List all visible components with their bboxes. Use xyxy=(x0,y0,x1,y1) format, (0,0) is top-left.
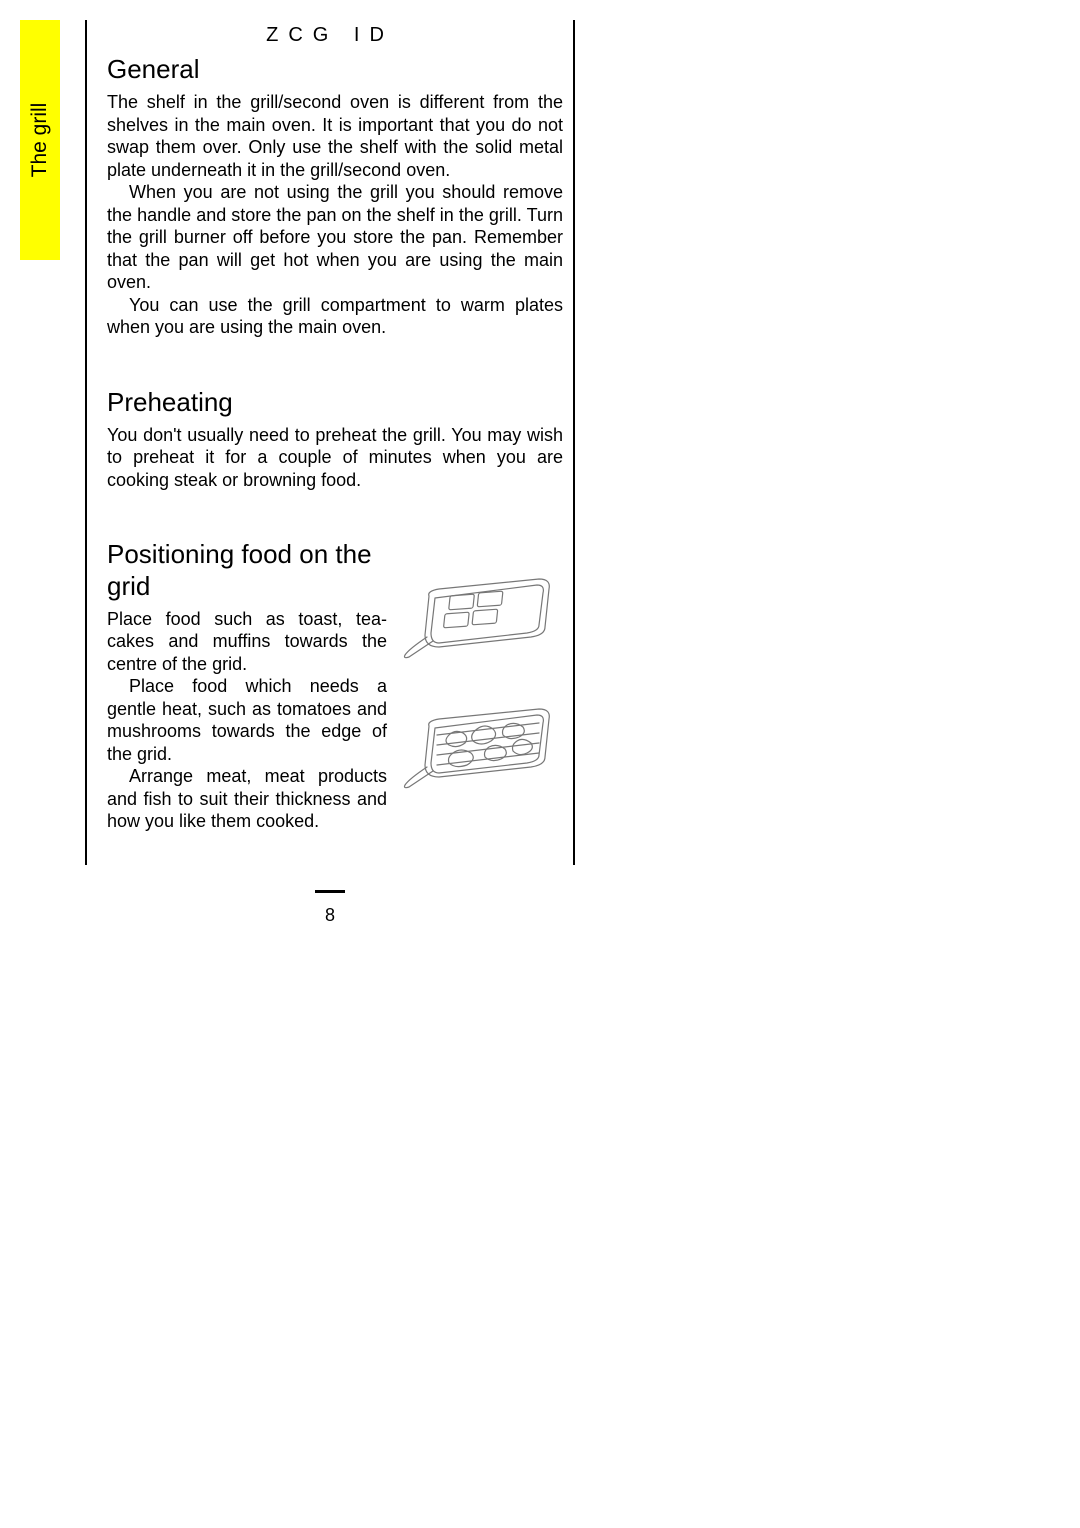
positioning-row: Positioning food on the grid Place food … xyxy=(107,539,563,832)
page-frame: ZCG ID General The shelf in the grill/se… xyxy=(85,20,575,865)
side-tab-label: The grill xyxy=(28,103,52,178)
page-number: 8 xyxy=(87,905,573,926)
positioning-figures xyxy=(399,539,563,832)
general-p1: The shelf in the grill/second oven is di… xyxy=(107,91,563,181)
preheating-p1: You don't usually need to preheat the gr… xyxy=(107,424,563,492)
grill-pan-meat-illustration xyxy=(399,701,559,791)
positioning-text: Positioning food on the grid Place food … xyxy=(107,539,387,832)
grill-pan-toast-illustration xyxy=(399,571,559,661)
page-number-block: 8 xyxy=(87,890,573,926)
side-tab: The grill xyxy=(20,20,60,260)
heading-general: General xyxy=(107,54,563,85)
positioning-p2: Place food which needs a gentle heat, su… xyxy=(107,675,387,765)
general-p2: When you are not using the grill you sho… xyxy=(107,181,563,294)
general-p3: You can use the grill compartment to war… xyxy=(107,294,563,339)
page-number-rule xyxy=(315,890,345,893)
positioning-p1: Place food such as toast, tea-cakes and … xyxy=(107,608,387,676)
header-code: ZCG ID xyxy=(87,24,573,47)
heading-positioning: Positioning food on the grid xyxy=(107,539,387,601)
heading-preheating: Preheating xyxy=(107,387,563,418)
content-column: General The shelf in the grill/second ov… xyxy=(107,54,563,865)
positioning-p3: Arrange meat, meat products and fish to … xyxy=(107,765,387,833)
